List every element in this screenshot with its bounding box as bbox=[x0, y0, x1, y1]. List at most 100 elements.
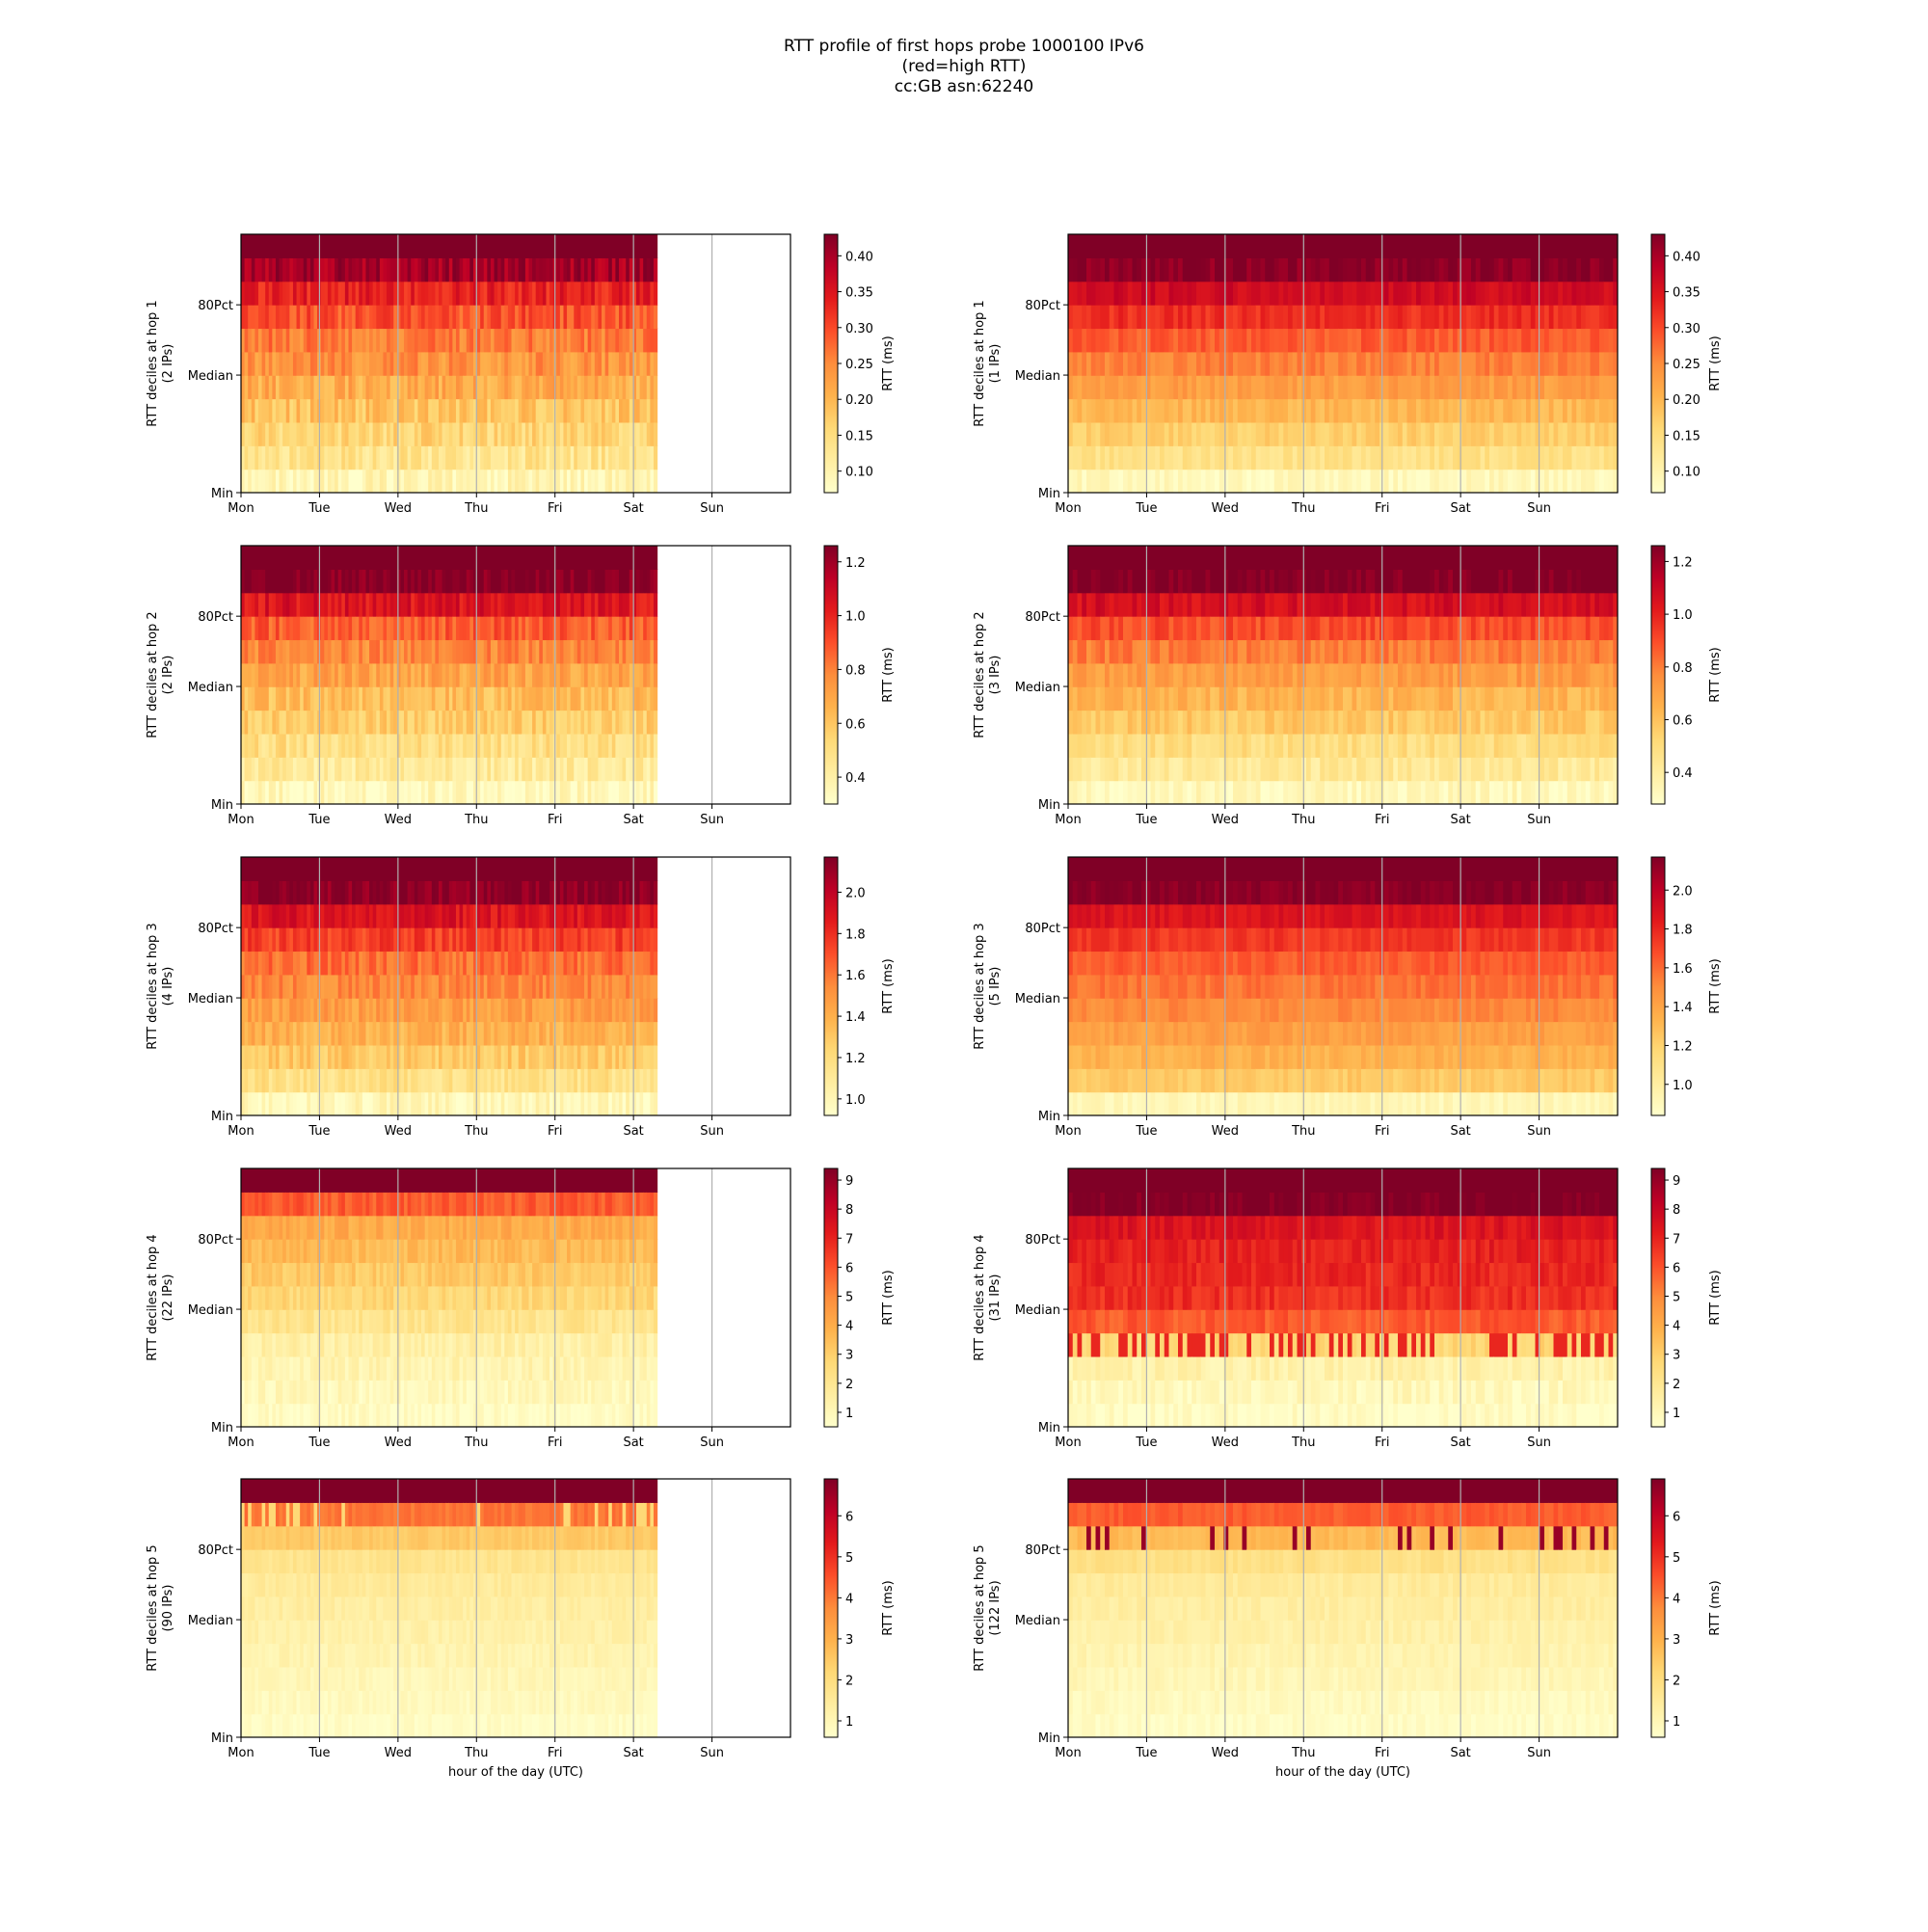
heatmap-cell bbox=[1293, 375, 1298, 399]
heatmap-cell bbox=[1485, 422, 1489, 446]
heatmap-cell bbox=[1334, 734, 1339, 758]
heatmap-cell bbox=[252, 781, 255, 805]
heatmap-cell bbox=[515, 257, 519, 282]
heatmap-cell bbox=[577, 593, 581, 617]
heatmap-cell bbox=[390, 663, 394, 687]
heatmap-cell bbox=[1251, 422, 1256, 446]
heatmap-cell bbox=[1110, 711, 1114, 735]
heatmap-cell bbox=[543, 470, 547, 494]
heatmap-cell bbox=[1407, 399, 1412, 423]
heatmap-cell bbox=[480, 569, 484, 593]
heatmap-cell bbox=[1434, 734, 1439, 758]
heatmap-cell bbox=[543, 282, 547, 306]
heatmap-cell bbox=[1558, 305, 1563, 329]
heatmap-cell bbox=[1238, 757, 1243, 781]
heatmap-cell bbox=[549, 639, 553, 663]
heatmap-cell bbox=[276, 781, 280, 805]
heatmap-cell bbox=[280, 305, 283, 329]
heatmap-cell bbox=[563, 234, 567, 258]
heatmap-cell bbox=[484, 445, 488, 470]
heatmap-cell bbox=[1219, 257, 1224, 282]
heatmap-cell bbox=[373, 711, 377, 735]
heatmap-cell bbox=[300, 399, 304, 423]
heatmap-cell bbox=[393, 234, 397, 258]
heatmap-cell bbox=[1356, 305, 1361, 329]
heatmap-cell bbox=[293, 686, 297, 711]
heatmap-cell bbox=[1183, 757, 1188, 781]
heatmap-cell bbox=[456, 234, 460, 258]
heatmap-cell bbox=[1453, 399, 1458, 423]
heatmap-cell bbox=[1563, 470, 1567, 494]
heatmap-cell bbox=[1320, 399, 1325, 423]
heatmap-cell bbox=[356, 328, 360, 352]
heatmap-cell bbox=[452, 282, 456, 306]
heatmap-cell bbox=[588, 663, 592, 687]
heatmap-cell bbox=[1100, 234, 1105, 258]
heatmap-cell bbox=[1352, 422, 1357, 446]
heatmap-cell bbox=[595, 711, 599, 735]
heatmap-cell bbox=[348, 546, 352, 570]
heatmap-cell bbox=[626, 328, 629, 352]
heatmap-cell bbox=[1320, 663, 1325, 687]
heatmap-cell bbox=[1407, 234, 1412, 258]
heatmap-cell bbox=[1096, 305, 1101, 329]
heatmap-cell bbox=[1356, 445, 1361, 470]
heatmap-cell bbox=[328, 234, 332, 258]
heatmap-cell bbox=[369, 257, 373, 282]
heatmap-cell bbox=[480, 734, 484, 758]
heatmap-cell bbox=[445, 470, 449, 494]
heatmap-cell bbox=[289, 234, 293, 258]
heatmap-cell bbox=[1421, 234, 1426, 258]
heatmap-cell bbox=[328, 422, 332, 446]
heatmap-cell bbox=[445, 663, 449, 687]
heatmap-cell bbox=[612, 422, 616, 446]
heatmap-cell bbox=[272, 734, 276, 758]
heatmap-cell bbox=[428, 757, 432, 781]
heatmap-cell bbox=[1371, 711, 1376, 735]
heatmap-cell bbox=[269, 711, 273, 735]
heatmap-cell bbox=[640, 546, 644, 570]
heatmap-cell bbox=[563, 593, 567, 617]
heatmap-cell bbox=[608, 399, 612, 423]
heatmap-cell bbox=[417, 757, 421, 781]
heatmap-cell bbox=[1398, 757, 1403, 781]
heatmap-cell bbox=[265, 352, 269, 376]
heatmap-cell bbox=[605, 282, 609, 306]
heatmap-cell bbox=[335, 375, 338, 399]
heatmap-cell bbox=[1453, 711, 1458, 735]
heatmap-cell bbox=[445, 282, 449, 306]
heatmap-cell bbox=[477, 445, 481, 470]
heatmap-cell bbox=[1329, 352, 1334, 376]
heatmap-cell bbox=[1609, 352, 1614, 376]
heatmap-cell bbox=[1270, 686, 1274, 711]
heatmap-cell bbox=[335, 328, 338, 352]
heatmap-cell bbox=[560, 616, 564, 640]
heatmap-cell bbox=[1068, 234, 1073, 258]
heatmap-cell bbox=[571, 663, 575, 687]
heatmap-cell bbox=[321, 445, 325, 470]
heatmap-cell bbox=[254, 399, 258, 423]
heatmap-cell bbox=[626, 282, 629, 306]
heatmap-cell bbox=[1256, 470, 1261, 494]
heatmap-cell bbox=[467, 781, 470, 805]
heatmap-cell bbox=[1591, 399, 1595, 423]
heatmap-cell bbox=[1361, 445, 1366, 470]
heatmap-cell bbox=[376, 639, 380, 663]
heatmap-cell bbox=[1219, 305, 1224, 329]
heatmap-cell bbox=[1206, 663, 1211, 687]
heatmap-cell bbox=[1320, 470, 1325, 494]
heatmap-cell bbox=[1091, 639, 1096, 663]
heatmap-cell bbox=[1494, 399, 1499, 423]
heatmap-cell bbox=[1301, 470, 1306, 494]
heatmap-cell bbox=[1430, 375, 1434, 399]
heatmap-cell bbox=[341, 546, 345, 570]
heatmap-cell bbox=[1439, 328, 1444, 352]
heatmap-cell bbox=[1155, 470, 1160, 494]
heatmap-cell bbox=[304, 305, 308, 329]
heatmap-cell bbox=[1439, 234, 1444, 258]
heatmap-cell bbox=[1329, 305, 1334, 329]
heatmap-cell bbox=[1274, 569, 1279, 593]
colorbar bbox=[1651, 234, 1665, 493]
